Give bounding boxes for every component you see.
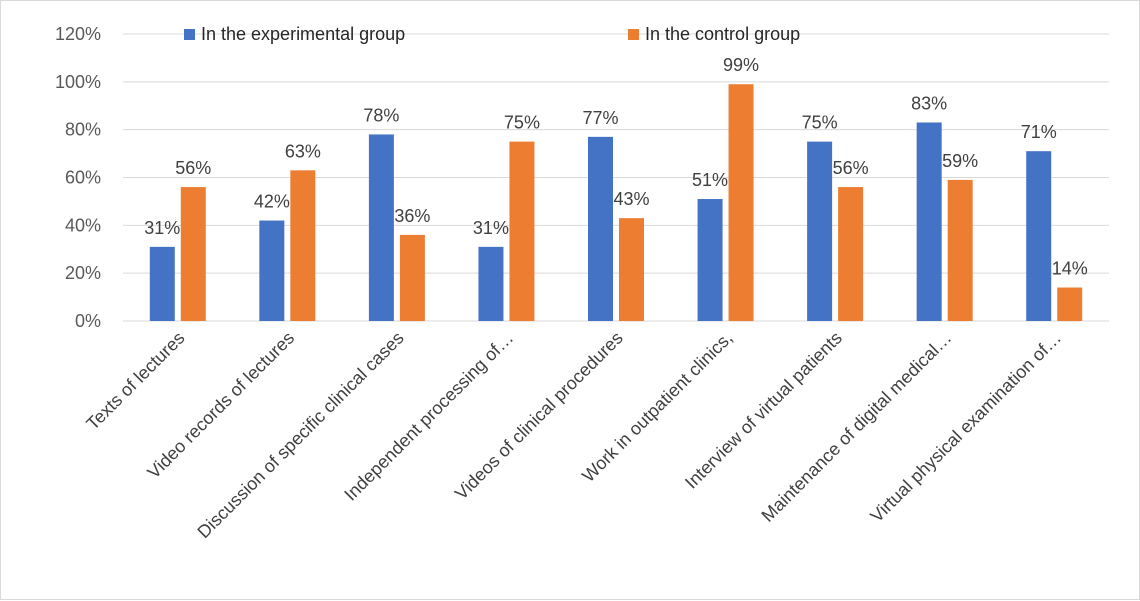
bars [149, 84, 1083, 321]
bar-control [180, 187, 206, 321]
bar-experimental [259, 220, 285, 321]
data-label: 56% [833, 158, 869, 178]
y-tick-label: 0% [75, 311, 101, 331]
y-tick-label: 60% [65, 168, 101, 188]
x-category-label: Texts of lectures [82, 328, 188, 434]
legend-swatch-experimental [184, 29, 195, 40]
y-tick-label: 120% [55, 24, 101, 44]
bar-control [728, 84, 754, 321]
gridlines [123, 33, 1109, 322]
legend-swatch-control [628, 29, 639, 40]
bar-experimental [916, 122, 942, 321]
bar-experimental [478, 246, 504, 321]
data-label: 63% [285, 141, 321, 161]
bar-experimental [1026, 151, 1052, 321]
bar-control [290, 170, 316, 321]
bar-control [509, 141, 535, 321]
x-category-label: Discussion of specific clinical cases [193, 328, 407, 542]
data-label: 31% [473, 218, 509, 238]
data-label: 14% [1052, 259, 1088, 279]
y-tick-label: 20% [65, 263, 101, 283]
bar-experimental [807, 141, 833, 321]
y-tick-label: 100% [55, 72, 101, 92]
bar-experimental [588, 136, 613, 321]
data-label: 71% [1021, 122, 1057, 142]
bar-control [619, 218, 644, 321]
y-axis-tick-labels: 0% 20% 40% 60% 80% 100% 120% [55, 24, 101, 331]
bar-control [947, 179, 973, 321]
x-category-label: Maintenance of digital medical… [757, 328, 955, 526]
bar-control [1057, 287, 1083, 321]
x-category-label: Virtual physical examination of… [866, 328, 1065, 527]
data-label: 99% [723, 55, 759, 75]
bar-control [399, 234, 425, 321]
data-label: 43% [613, 189, 649, 209]
bar-experimental [149, 246, 175, 321]
data-labels: 31% 56% 42% 63% 78% 36% 31% 75% 77% 43% 51% 99% 75% 5… [144, 55, 1087, 278]
legend-label-control: In the control group [645, 24, 800, 44]
data-label: 56% [175, 158, 211, 178]
data-label: 59% [942, 151, 978, 171]
data-label: 31% [144, 218, 180, 238]
data-label: 75% [504, 113, 540, 133]
data-label: 83% [911, 93, 947, 113]
bar-control [838, 187, 864, 321]
legend-label-experimental: In the experimental group [201, 24, 405, 44]
data-label: 75% [802, 113, 838, 133]
data-label: 77% [582, 108, 618, 128]
data-label: 78% [363, 105, 399, 125]
y-tick-label: 80% [65, 120, 101, 140]
y-tick-label: 40% [65, 215, 101, 235]
data-label: 51% [692, 170, 728, 190]
data-label: 42% [254, 192, 290, 212]
bar-experimental [697, 199, 723, 321]
data-label: 36% [394, 206, 430, 226]
legend: In the experimental group In the control … [184, 24, 800, 44]
bar-experimental [368, 134, 394, 321]
